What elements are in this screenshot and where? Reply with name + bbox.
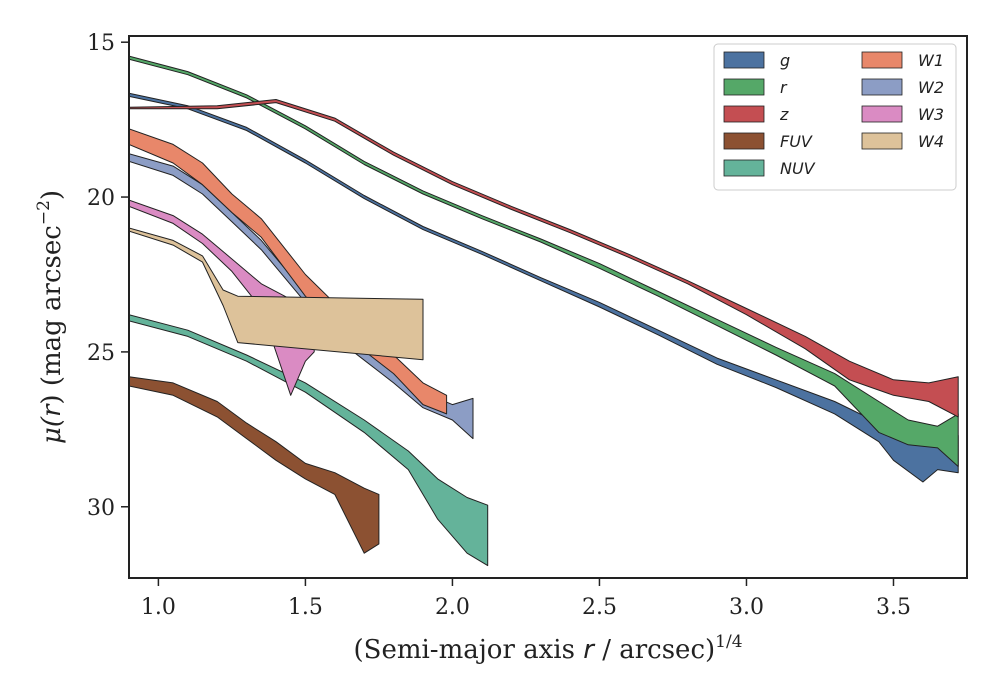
series-band-fuv (129, 376, 380, 554)
y-axis-ticks: 15 20 25 30 (87, 31, 129, 521)
y-tick-label: 15 (87, 31, 115, 56)
legend-label-nuv: NUV (780, 159, 816, 178)
legend-swatch-z (723, 105, 765, 123)
legend-label-fuv: FUV (780, 132, 813, 151)
series-band-z (129, 99, 959, 418)
legend-swatch-w2 (861, 78, 903, 96)
y-tick-label: 25 (87, 341, 115, 366)
legend: grz FUV NUV W1 W2 W3 W4 (713, 43, 957, 191)
legend-swatch-fuv (723, 132, 765, 150)
x-tick-label: 2.0 (435, 595, 470, 620)
x-tick-label: 1.5 (288, 595, 323, 620)
series-band-r (129, 55, 959, 467)
x-tick-label: 1.0 (141, 595, 176, 620)
x-tick-label: 3.5 (876, 595, 911, 620)
legend-entries: grz FUV NUV W1 W2 W3 W4 (723, 51, 944, 178)
x-tick-label: 2.5 (582, 595, 617, 620)
legend-label-z: z (779, 105, 789, 124)
y-axis-label: μ(r) (mag arcsec−2) (34, 190, 67, 444)
x-axis-ticks: 1.0 1.5 2.0 2.5 3.0 3.5 (141, 578, 911, 620)
legend-label-w3: W3 (918, 105, 944, 124)
legend-swatch-r (723, 78, 765, 96)
series-band-w4 (129, 227, 424, 361)
y-tick-label: 20 (87, 186, 115, 211)
series-band-nuv (129, 314, 489, 567)
plot-frame (128, 35, 968, 579)
legend-label-w4: W4 (918, 132, 944, 151)
legend-label-r: r (780, 78, 788, 97)
legend-label-g: g (780, 51, 790, 70)
series-layer (129, 55, 959, 567)
legend-swatch-w1 (861, 51, 903, 69)
x-axis-label: (Semi-major axis r / arcsec)1/4 (353, 632, 742, 665)
legend-swatch-nuv (723, 159, 765, 177)
x-tick-label: 3.0 (729, 595, 764, 620)
legend-label-w1: W1 (918, 51, 944, 70)
y-tick-label: 30 (87, 496, 115, 521)
legend-label-w2: W2 (918, 78, 944, 97)
series-band-g (129, 92, 959, 483)
legend-swatch-g (723, 51, 765, 69)
legend-swatch-w4 (861, 132, 903, 150)
legend-swatch-w3 (861, 105, 903, 123)
